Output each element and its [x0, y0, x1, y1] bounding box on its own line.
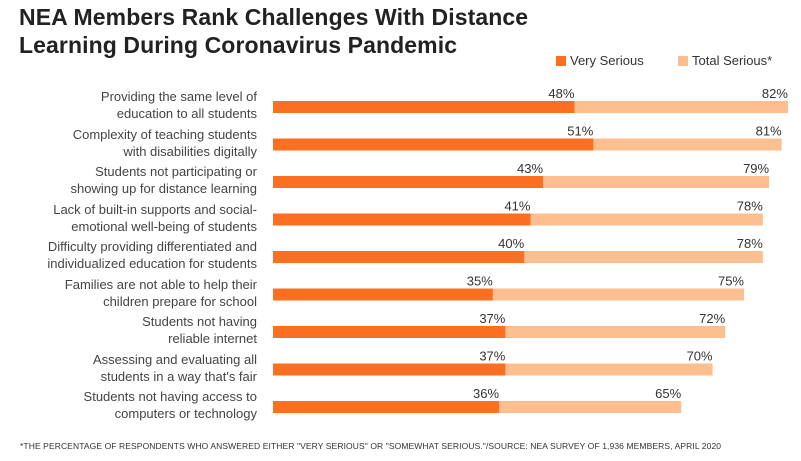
data-label-total-serious: 78%	[737, 199, 763, 214]
category-label-line: Difficulty providing differentiated and	[47, 239, 257, 254]
category-label-line: emotional well-being of students	[71, 218, 257, 234]
legend-item-total-serious: Total Serious*	[678, 53, 772, 68]
bar-very-serious	[273, 251, 525, 263]
data-label-total-serious: 82%	[762, 86, 788, 101]
category-label-line: Students not having access to	[83, 389, 257, 404]
category-label: Students not having reliable internet	[0, 313, 257, 347]
chart-title-line-2: Learning During Coronavirus Pandemic	[19, 32, 458, 58]
bar-very-serious	[273, 288, 493, 301]
category-label-line: Lack of built-in supports and social-	[53, 201, 257, 217]
category-label-line: individualized education for students	[47, 256, 257, 271]
bar-very-serious	[273, 363, 506, 376]
category-label-line: reliable internet	[168, 331, 257, 346]
bar-very-serious	[273, 176, 544, 188]
bar-very-serious	[273, 401, 500, 413]
data-label-very-serious: 37%	[479, 349, 505, 364]
legend-swatch-very-serious	[556, 55, 566, 66]
bar-very-serious	[273, 326, 506, 338]
legend-label-total-serious: Total Serious*	[692, 53, 773, 68]
data-label-very-serious: 43%	[517, 161, 543, 176]
data-label-total-serious: 72%	[699, 311, 725, 326]
category-label: Students not having access to computers o…	[0, 388, 257, 422]
data-label-total-serious: 65%	[655, 386, 681, 401]
footnote: *THE PERCENTAGE OF RESPONDENTS WHO ANSWE…	[20, 441, 722, 451]
category-label: Lack of built-in supports and social-emo…	[0, 201, 257, 235]
category-label-line: education to all students	[116, 106, 257, 121]
data-label-very-serious: 41%	[504, 199, 530, 214]
legend-item-very-serious: Very Serious	[556, 53, 644, 68]
chart-title: NEA Members Rank Challenges With Distanc…	[19, 3, 528, 59]
data-label-total-serious: 78%	[737, 236, 763, 251]
data-label-total-serious: 81%	[756, 124, 782, 139]
data-label-total-serious: 70%	[687, 349, 713, 364]
category-label-line: with disabilities digitally	[123, 143, 257, 159]
category-label-line: Students not participating or	[95, 164, 257, 179]
legend-swatch-total-serious	[678, 55, 688, 66]
bar-very-serious	[273, 101, 575, 113]
data-label-very-serious: 48%	[548, 86, 574, 101]
category-label-line: Providing the same level of	[100, 89, 257, 104]
category-label: Complexity of teaching students with disa…	[0, 126, 257, 160]
data-label-very-serious: 40%	[498, 236, 524, 251]
data-label-very-serious: 35%	[467, 274, 493, 289]
data-label-very-serious: 51%	[567, 124, 593, 139]
category-label: Assessing and evaluating all students in …	[0, 351, 257, 385]
data-label-total-serious: 79%	[743, 161, 769, 176]
legend-label-very-serious: Very Serious	[570, 53, 644, 68]
data-label-very-serious: 37%	[479, 311, 505, 326]
category-label-line: Complexity of teaching students	[72, 126, 257, 142]
data-label-total-serious: 75%	[718, 274, 744, 289]
bar-very-serious	[273, 138, 594, 151]
category-label-line: showing up for distance learning	[70, 181, 257, 196]
category-label: Providing the same level of education to …	[0, 88, 257, 122]
category-label: Difficulty providing differentiated and i…	[0, 238, 257, 272]
data-label-very-serious: 36%	[473, 386, 499, 401]
category-label-line: Students not having	[142, 314, 257, 329]
category-label-line: Assessing and evaluating all	[92, 351, 257, 367]
category-label-line: students in a way that's fair	[100, 368, 257, 384]
chart-title-line-1: NEA Members Rank Challenges With Distanc…	[19, 4, 529, 30]
category-label: Families are not able to help their child…	[0, 276, 257, 310]
category-label: Students not participating or showing up …	[0, 163, 257, 197]
category-label-line: computers or technology	[114, 406, 257, 421]
category-label-line: Families are not able to help their	[64, 276, 257, 292]
category-label-line: children prepare for school	[103, 293, 257, 309]
bar-very-serious	[273, 213, 531, 226]
